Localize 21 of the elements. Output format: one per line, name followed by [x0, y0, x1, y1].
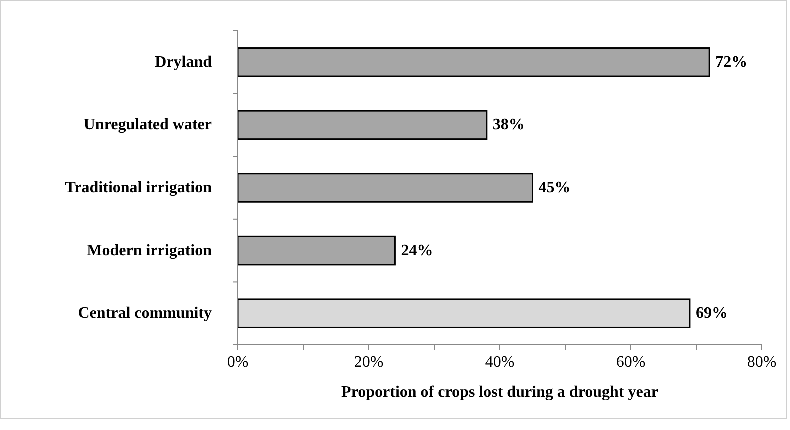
bar	[237, 298, 691, 328]
y-tick-label: Modern irrigation	[87, 242, 212, 260]
x-axis-title: Proportion of crops lost during a drought year	[342, 384, 658, 401]
bar	[237, 110, 488, 140]
bar	[237, 48, 710, 78]
bar	[237, 173, 534, 203]
x-tick-label: 0%	[227, 354, 249, 371]
data-label: 72%	[716, 54, 748, 71]
data-label: 69%	[696, 305, 728, 322]
data-label: 24%	[401, 242, 434, 260]
x-tick-label: 60%	[616, 354, 646, 371]
y-tick-label: Traditional irrigation	[65, 180, 212, 196]
y-tick-label: Dryland	[155, 54, 212, 71]
y-tick-label: Unregulated water	[84, 116, 212, 134]
x-tick-label: 20%	[354, 354, 384, 371]
x-tick-label: 80%	[747, 354, 777, 371]
data-label: 45%	[538, 180, 571, 196]
y-tick-label: Central community	[78, 305, 212, 322]
x-tick-label: 40%	[485, 354, 515, 371]
data-label: 38%	[492, 116, 525, 134]
bar	[237, 236, 396, 266]
